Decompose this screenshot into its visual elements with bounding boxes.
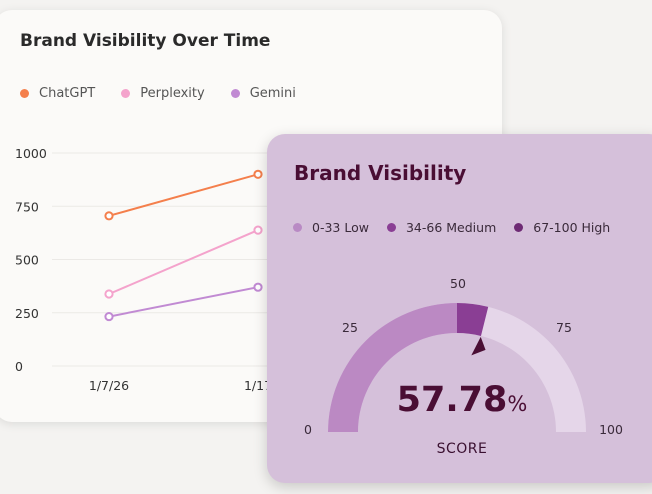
data-point-chatgpt — [104, 211, 114, 221]
legend-label-chatgpt: ChatGPT — [39, 86, 96, 101]
line-chart-title: Brand Visibility Over Time — [20, 31, 271, 51]
data-point-gemini — [104, 311, 114, 322]
gauge-legend-dot-medium — [386, 223, 396, 232]
score-label: SCORE — [436, 441, 488, 457]
legend-label-perplexity: Perplexity — [140, 86, 205, 101]
legend-item-gemini[interactable]: Gemini — [230, 86, 296, 101]
gauge-tick-label: 75 — [556, 320, 572, 335]
gauge-fill-low — [328, 303, 457, 432]
gauge-tick-label: 100 — [599, 422, 623, 437]
gauge-tick-label: 0 — [304, 422, 312, 437]
data-point-gemini — [253, 282, 263, 292]
series-line-chatgpt — [108, 173, 259, 217]
gauge-legend-dot-high — [514, 223, 524, 232]
gauge-tick-label: 25 — [342, 320, 358, 335]
x-tick-label: 1/7/26 — [89, 378, 129, 393]
line-chart-legend: ChatGPT Perplexity Gemini — [20, 86, 296, 101]
legend-label-gemini: Gemini — [249, 86, 296, 101]
gauge-legend-medium: 34-66 Medium — [386, 220, 497, 235]
gauge-legend-label-medium: 34-66 Medium — [405, 220, 497, 235]
gauge-legend-label-high: 67-100 High — [533, 220, 611, 235]
gauge-legend: 0-33 Low 34-66 Medium 67-100 High — [293, 220, 610, 235]
score-unit: % — [507, 392, 528, 416]
data-point-perplexity — [253, 225, 263, 235]
y-tick-label: 0 — [15, 359, 23, 374]
legend-dot-chatgpt — [20, 89, 29, 98]
series-line-perplexity — [108, 229, 259, 295]
gauge-tick-label: 50 — [450, 276, 466, 291]
gauge-legend-high: 67-100 High — [514, 220, 610, 235]
gauge-card-title: Brand Visibility — [294, 161, 467, 185]
gauge-legend-dot-low — [293, 223, 302, 232]
legend-item-perplexity[interactable]: Perplexity — [121, 86, 205, 101]
score-value: 57.78% — [267, 380, 652, 420]
data-point-perplexity — [104, 289, 114, 299]
y-tick-label: 1000 — [15, 146, 47, 161]
x-tick-label: 1/17 — [244, 378, 272, 393]
gauge-legend-low: 0-33 Low — [293, 220, 369, 235]
brand-visibility-card: Brand Visibility 0-33 Low 34-66 Medium 6… — [267, 134, 652, 483]
gauge-fill-value — [457, 303, 489, 336]
legend-dot-perplexity — [121, 89, 131, 98]
data-point-chatgpt — [253, 169, 263, 179]
gauge-chart: 0 25 50 75 100 — [304, 276, 623, 437]
legend-dot-gemini — [230, 89, 240, 98]
series-line-gemini — [108, 286, 259, 318]
y-tick-label: 750 — [15, 199, 39, 214]
y-tick-label: 500 — [15, 253, 39, 268]
gauge-legend-label-low: 0-33 Low — [312, 220, 369, 235]
gauge-needle — [471, 336, 486, 356]
score-number: 57.78 — [396, 380, 508, 420]
legend-item-chatgpt[interactable]: ChatGPT — [20, 86, 95, 101]
y-tick-label: 250 — [15, 306, 39, 321]
